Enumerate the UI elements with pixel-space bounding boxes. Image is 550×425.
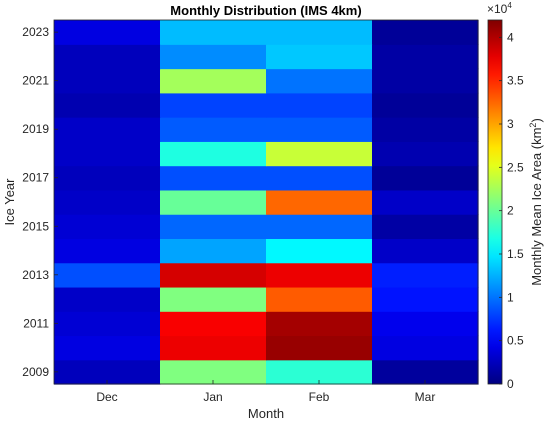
- y-tick-label: 2017: [22, 171, 49, 185]
- colorbar-tick-label: 0: [507, 377, 514, 391]
- y-tick-label: 2021: [22, 74, 49, 88]
- heatmap-cell: [160, 286, 267, 312]
- colorbar-tick-label: 4: [507, 30, 514, 44]
- heatmap-cell: [160, 141, 267, 167]
- heatmap-cell: [372, 335, 479, 361]
- heatmap-cell: [266, 141, 373, 167]
- heatmap-cell: [160, 335, 267, 361]
- heatmap-cell: [54, 335, 161, 361]
- heatmap-cell: [372, 189, 479, 215]
- heatmap-cell: [54, 92, 161, 118]
- colorbar-tick-label: 1: [507, 290, 514, 304]
- plot-frame: [53, 19, 479, 385]
- heatmap-cell: [160, 20, 267, 45]
- heatmap-cell: [54, 165, 161, 191]
- heatmap-cell: [54, 311, 161, 337]
- heatmap-cell: [160, 189, 267, 215]
- heatmap-cell: [266, 20, 373, 45]
- heatmap-cell: [160, 165, 267, 191]
- heatmap-cell: [54, 262, 161, 288]
- x-tick-label: Dec: [96, 390, 117, 404]
- y-tick-label: 2009: [22, 365, 49, 379]
- heatmap-cell: [54, 141, 161, 167]
- heatmap-cell: [266, 92, 373, 118]
- chart-title: Monthly Distribution (IMS 4km): [170, 3, 361, 18]
- heatmap-cell: [266, 286, 373, 312]
- heatmap-cell: [54, 117, 161, 142]
- colorbar-tick-label: 3.5: [507, 74, 524, 88]
- heatmap-cell: [160, 117, 267, 142]
- heatmap-cell: [266, 68, 373, 94]
- heatmap-cell: [372, 214, 479, 239]
- heatmap-cell: [372, 141, 479, 167]
- y-tick-label: 2011: [23, 316, 49, 330]
- colorbar-label: Monthly Mean Ice Area (km2): [528, 118, 544, 286]
- colorbar-tick-label: 0.5: [507, 334, 524, 348]
- heatmap-cell: [372, 238, 479, 264]
- heatmap-cell: [266, 117, 373, 142]
- heatmap-cell: [372, 165, 479, 191]
- heatmap-cell: [372, 68, 479, 94]
- x-tick-label: Feb: [309, 390, 330, 404]
- colorbar-tick-label: 2.5: [507, 160, 524, 174]
- heatmap-cell: [160, 44, 267, 70]
- heatmap-cell: [372, 44, 479, 70]
- colorbar-tick-label: 3: [507, 117, 514, 131]
- heatmap-cell: [160, 311, 267, 337]
- colorbar: [487, 19, 503, 385]
- y-tick-label: 2019: [22, 122, 49, 136]
- heatmap-cell: [266, 238, 373, 264]
- x-axis-label: Month: [248, 406, 284, 421]
- heatmap-cell: [266, 165, 373, 191]
- heatmap-cell: [372, 311, 479, 337]
- heatmap-cell: [160, 92, 267, 118]
- heatmap-cell: [54, 214, 161, 239]
- colorbar-tick-label: 1.5: [507, 247, 524, 261]
- colorbar-tick-label: 2: [507, 204, 514, 218]
- heatmap-cell: [266, 335, 373, 361]
- heatmap-cell: [54, 20, 161, 45]
- heatmap-cell: [160, 238, 267, 264]
- y-tick-label: 2023: [22, 25, 49, 39]
- heatmap-cell: [54, 238, 161, 264]
- heatmap-cell: [266, 262, 373, 288]
- x-tick-label: Mar: [415, 390, 436, 404]
- y-axis: 2009 2011 2013 2015 2017 2019 2021 2023: [22, 25, 58, 379]
- heatmap-cell: [372, 92, 479, 118]
- heatmap-cell: [266, 189, 373, 215]
- heatmap-cell: [160, 214, 267, 239]
- heatmap-cell: [372, 262, 479, 288]
- heatmap-cell: [54, 286, 161, 312]
- heatmap-cell: [266, 214, 373, 239]
- heatmap-cell: [54, 44, 161, 70]
- heatmap-cell: [266, 44, 373, 70]
- heatmap-cell: [54, 68, 161, 94]
- y-axis-label: Ice Year: [2, 178, 17, 226]
- heatmap-cell: [266, 311, 373, 337]
- colorbar-scale-label: ×104: [487, 1, 512, 16]
- y-tick-label: 2013: [22, 268, 49, 282]
- x-axis: Dec Jan Feb Mar: [96, 380, 435, 404]
- y-tick-label: 2015: [22, 219, 49, 233]
- x-tick-label: Jan: [203, 390, 222, 404]
- colorbar-ticks: 0 0.5 1 1.5 2 2.5 3 3.5 4: [499, 30, 524, 391]
- heatmap-cell: [54, 189, 161, 215]
- heatmap-cell: [160, 68, 267, 94]
- heatmap-cell: [372, 286, 479, 312]
- heatmap-cell: [372, 117, 479, 142]
- heatmap-cell: [160, 262, 267, 288]
- heatmap-cell: [372, 20, 479, 45]
- heatmap-cells: [54, 20, 479, 385]
